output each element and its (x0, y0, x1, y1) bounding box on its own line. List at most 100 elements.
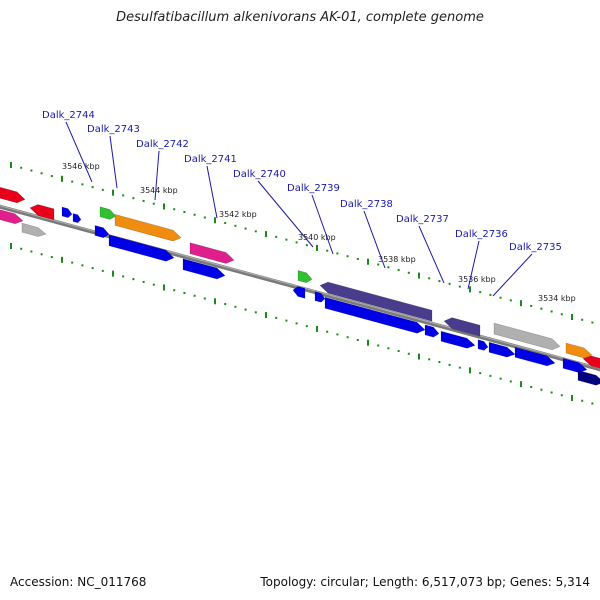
ruler-tick (244, 308, 247, 311)
gene-feature[interactable] (582, 355, 600, 369)
ruler-tick (234, 224, 237, 227)
ruler-tick (407, 271, 410, 274)
ruler-tick (275, 316, 278, 319)
ruler-tick (418, 353, 420, 360)
ruler-tick (458, 285, 461, 288)
label-leader-line (257, 180, 314, 248)
gene-feature[interactable] (61, 206, 73, 218)
gene-label-layer: Dalk_2744 Dalk_2743 Dalk_2742 Dalk_2741 Dalk… (42, 110, 562, 297)
gene-feature[interactable] (99, 206, 117, 220)
gene-label[interactable]: Dalk_2743 (87, 124, 140, 135)
ruler-tick (560, 394, 563, 397)
gene-feature[interactable] (114, 213, 182, 242)
gene-feature[interactable] (514, 346, 556, 367)
ruler-tick (479, 291, 482, 294)
ruler-tick (81, 183, 84, 186)
gene-feature[interactable] (297, 270, 313, 284)
gene-feature[interactable] (21, 222, 47, 237)
map-title: Desulfatibacillum alkenivorans AK-01, co… (116, 10, 484, 25)
gene-feature[interactable] (324, 296, 426, 334)
label-leader-line (206, 165, 218, 219)
ruler-tick (367, 258, 369, 265)
gene-feature[interactable] (189, 242, 235, 264)
ruler-tick (275, 235, 278, 238)
gene-label[interactable]: Dalk_2736 (455, 229, 508, 240)
gene-label[interactable]: Dalk_2742 (136, 139, 189, 150)
kbp-label: 3544 kbp (140, 186, 178, 195)
ruler-tick (10, 162, 12, 168)
ruler-tick (40, 253, 43, 256)
gene-feature[interactable] (319, 281, 433, 322)
gene-label[interactable]: Dalk_2739 (287, 183, 340, 194)
gene-feature[interactable] (314, 291, 326, 303)
ruler-tick (265, 231, 267, 238)
ruler-tick (61, 256, 63, 263)
kbp-label: 3542 kbp (219, 210, 257, 219)
ruler-tick (30, 250, 33, 253)
ruler-bottom (10, 243, 594, 405)
ruler-tick (550, 391, 553, 394)
ruler-tick (163, 284, 165, 291)
ruler-tick (193, 213, 196, 216)
gene-feature[interactable] (292, 286, 306, 299)
kbp-label: 3546 kbp (62, 162, 100, 171)
label-leader-line (109, 135, 118, 189)
gene-feature[interactable] (562, 357, 588, 373)
ruler-tick (71, 180, 74, 183)
ruler-tick (509, 380, 512, 383)
gene-label[interactable]: Dalk_2738 (340, 199, 393, 210)
ruler-tick (367, 339, 369, 346)
gene-feature[interactable] (72, 213, 82, 224)
gene-label[interactable]: Dalk_2737 (396, 214, 449, 225)
gene-feature[interactable] (29, 204, 55, 221)
ruler-tick (193, 294, 196, 297)
gene-feature[interactable] (94, 225, 110, 239)
gene-feature[interactable] (443, 317, 481, 337)
label-leader-line (154, 150, 160, 201)
kbp-label: 3536 kbp (458, 275, 496, 284)
gene-feature[interactable] (108, 234, 175, 262)
ruler-tick (326, 330, 329, 333)
ruler-tick (265, 312, 267, 319)
ruler-tick (530, 385, 533, 388)
ruler-tick (163, 203, 165, 210)
gene-feature[interactable] (565, 342, 593, 359)
ruler-tick (81, 264, 84, 267)
ruler-tick (50, 175, 53, 178)
gene-label[interactable]: Dalk_2735 (509, 242, 562, 253)
kbp-label: 3540 kbp (298, 233, 336, 242)
gene-feature[interactable] (0, 208, 24, 225)
ruler-tick (336, 252, 339, 255)
ruler-tick (50, 256, 53, 259)
ruler-tick (479, 372, 482, 375)
gene-feature[interactable] (0, 186, 26, 204)
ruler-tick (224, 222, 227, 225)
ruler-tick (122, 275, 125, 278)
kbp-label: 3538 kbp (378, 255, 416, 264)
ruler-tick (571, 395, 573, 402)
gene-feature[interactable] (440, 330, 476, 349)
ruler-tick (173, 208, 176, 211)
ruler-tick (254, 230, 257, 233)
label-leader-line (467, 240, 480, 290)
gene-feature[interactable] (577, 369, 600, 386)
ruler-tick (428, 277, 431, 280)
gene-feature[interactable] (488, 341, 516, 358)
ruler-tick (101, 188, 104, 191)
gene-label[interactable]: Dalk_2744 (42, 110, 95, 121)
ruler-tick (326, 249, 329, 252)
ruler-tick (142, 199, 145, 202)
gene-feature[interactable] (493, 322, 561, 351)
gene-feature[interactable] (477, 339, 489, 351)
ruler-tick (438, 361, 441, 364)
ruler-tick (448, 282, 451, 285)
ruler-tick (448, 363, 451, 366)
ruler-tick (540, 388, 543, 391)
gene-feature[interactable] (424, 324, 440, 338)
gene-label[interactable]: Dalk_2741 (184, 154, 237, 165)
gene-label[interactable]: Dalk_2740 (233, 169, 286, 180)
gene-feature[interactable] (182, 258, 226, 280)
ruler-tick (132, 197, 135, 200)
ruler-tick (112, 270, 114, 277)
label-leader-line (492, 253, 533, 297)
